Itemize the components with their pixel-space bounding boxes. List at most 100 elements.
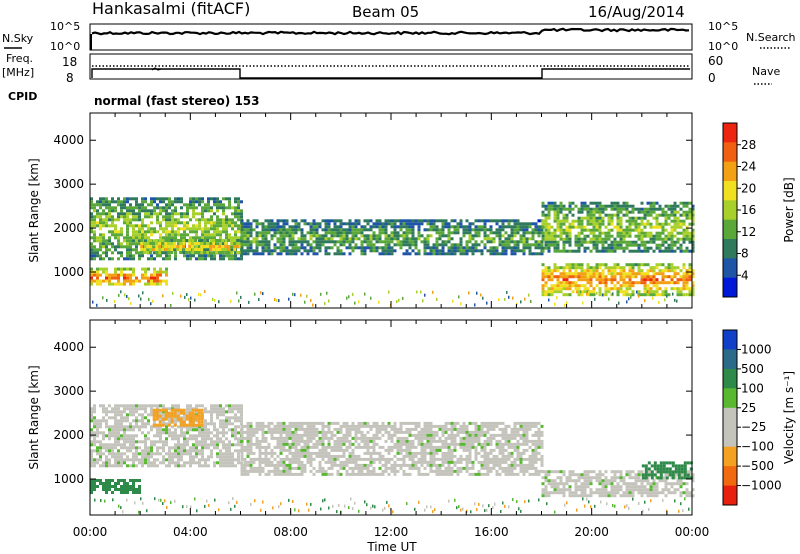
heatmap-cell bbox=[219, 422, 222, 426]
heatmap-cell bbox=[679, 231, 683, 235]
heatmap-cell bbox=[117, 434, 120, 438]
heatmap-cell bbox=[309, 430, 313, 434]
heatmap-cell bbox=[408, 222, 412, 226]
heatmap-cell bbox=[318, 421, 322, 425]
heatmap-cell bbox=[282, 240, 286, 244]
heatmap-cell bbox=[420, 290, 422, 294]
heatmap-cell bbox=[149, 242, 153, 245]
heatmap-cell bbox=[312, 222, 316, 226]
heatmap-cell bbox=[465, 225, 469, 229]
heatmap-cell bbox=[450, 231, 454, 235]
heatmap-cell bbox=[369, 454, 373, 458]
heatmap-cell bbox=[468, 249, 472, 253]
heatmap-cell bbox=[598, 234, 602, 238]
heatmap-cell bbox=[120, 290, 122, 294]
heatmap-cell bbox=[216, 452, 219, 456]
heatmap-cell bbox=[90, 413, 93, 417]
heatmap-cell bbox=[99, 282, 102, 286]
heatmap-cell bbox=[186, 407, 189, 411]
heatmap-cell bbox=[423, 252, 427, 256]
heatmap-cell bbox=[471, 228, 475, 232]
heatmap-cell bbox=[198, 257, 201, 261]
heatmap-cell bbox=[237, 440, 240, 444]
heatmap-cell bbox=[342, 442, 346, 446]
heatmap-cell bbox=[276, 225, 280, 229]
heatmap-cell bbox=[328, 299, 330, 303]
heatmap-cell bbox=[616, 272, 620, 276]
heatmap-cell bbox=[102, 209, 105, 213]
heatmap-cell bbox=[598, 225, 602, 229]
heatmap-cell bbox=[246, 427, 250, 431]
heatmap-cell bbox=[126, 455, 129, 459]
heatmap-cell bbox=[348, 231, 352, 235]
heatmap-cell bbox=[643, 281, 647, 285]
heatmap-cell bbox=[204, 254, 207, 258]
heatmap-cell bbox=[598, 213, 602, 217]
heatmap-cell bbox=[93, 422, 96, 426]
heatmap-cell bbox=[237, 461, 240, 465]
heatmap-cell bbox=[162, 236, 165, 240]
heatmap-cell bbox=[147, 458, 150, 462]
heatmap-cell bbox=[276, 442, 280, 446]
heatmap-cell bbox=[240, 466, 244, 470]
heatmap-cell bbox=[114, 273, 117, 277]
heatmap-cell bbox=[201, 233, 204, 237]
heatmap-cell bbox=[360, 439, 364, 443]
heatmap-cell bbox=[649, 266, 653, 270]
heatmap-cell bbox=[162, 428, 165, 432]
heatmap-cell bbox=[243, 222, 247, 226]
heatmap-cell bbox=[540, 228, 544, 232]
heatmap-cell bbox=[126, 267, 129, 271]
heatmap-cell bbox=[123, 407, 126, 411]
heatmap-cell bbox=[111, 218, 114, 222]
heatmap-cell bbox=[255, 231, 259, 235]
heatmap-cell bbox=[192, 425, 195, 429]
heatmap-cell bbox=[583, 269, 587, 273]
heatmap-cell bbox=[576, 290, 578, 294]
heatmap-cell bbox=[516, 228, 520, 232]
heatmap-cell bbox=[143, 248, 147, 251]
heatmap-cell bbox=[249, 463, 253, 467]
heatmap-cell bbox=[192, 197, 195, 201]
heatmap-cell bbox=[408, 433, 412, 437]
nave-trace bbox=[91, 68, 690, 79]
heatmap-cell bbox=[640, 210, 644, 214]
heatmap-cell bbox=[231, 416, 234, 420]
heatmap-cell bbox=[604, 231, 608, 235]
heatmap-cell bbox=[174, 434, 177, 438]
heatmap-cell bbox=[188, 242, 192, 245]
heatmap-cell bbox=[315, 228, 319, 232]
heatmap-cell bbox=[492, 231, 496, 235]
heatmap-cell bbox=[93, 251, 96, 255]
heatmap-cell bbox=[297, 249, 301, 253]
heatmap-cell bbox=[174, 206, 177, 210]
heatmap-cell bbox=[240, 433, 244, 437]
heatmap-cell bbox=[237, 236, 240, 240]
heatmap-cell bbox=[227, 251, 231, 254]
heatmap-cell bbox=[141, 425, 144, 429]
heatmap-cell bbox=[152, 242, 156, 245]
heatmap-cell bbox=[190, 296, 192, 300]
heatmap-cell bbox=[300, 424, 304, 428]
heatmap-cell bbox=[285, 222, 289, 226]
heatmap-cell bbox=[159, 452, 162, 456]
heatmap-cell bbox=[423, 430, 427, 434]
heatmap-cell bbox=[225, 227, 228, 231]
heatmap-cell bbox=[309, 249, 313, 253]
heatmap-cell bbox=[667, 204, 671, 208]
heatmap-cell bbox=[204, 209, 207, 213]
heatmap-cell bbox=[417, 234, 421, 238]
heatmap-cell bbox=[372, 225, 376, 229]
heatmap-cell bbox=[556, 234, 560, 238]
heatmap-cell bbox=[649, 237, 653, 241]
heatmap-cell bbox=[144, 224, 147, 228]
heatmap-cell bbox=[149, 239, 153, 242]
heatmap-cell bbox=[336, 442, 340, 446]
heatmap-cell bbox=[130, 301, 132, 305]
heatmap-cell bbox=[117, 212, 120, 216]
heatmap-cell bbox=[429, 466, 433, 470]
heatmap-cell bbox=[396, 300, 398, 304]
heatmap-cell bbox=[592, 275, 596, 279]
heatmap-cell bbox=[351, 460, 355, 464]
heatmap-cell bbox=[357, 421, 361, 425]
